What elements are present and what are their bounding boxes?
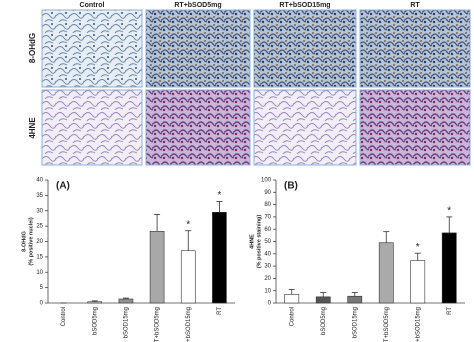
y-tick-label: 25	[36, 224, 43, 230]
image	[41, 9, 143, 88]
x-tick-label: bSOD5mg	[92, 307, 98, 335]
y-tick-label: 5	[40, 285, 44, 291]
image	[145, 89, 251, 166]
image-panels: Control RT+bSOD5mg RT+bSOD15mg RT 8-OHdG…	[28, 2, 471, 166]
y-tick-label: 30	[264, 264, 271, 270]
y-tick-label: 0	[268, 301, 272, 307]
y-tick-label: 50	[264, 239, 271, 245]
y-tick-label: 100	[261, 178, 272, 184]
significance-mark: *	[186, 219, 190, 230]
y-tick-label: 35	[36, 193, 43, 199]
row-label: 8-OHdG	[28, 33, 37, 63]
y-tick-label: 10	[36, 270, 43, 276]
bar	[149, 231, 165, 304]
bar	[441, 232, 457, 304]
row-label: 4HNE	[28, 117, 37, 139]
significance-mark: *	[416, 242, 420, 253]
y-tick-label: 30	[36, 208, 43, 214]
y-tick-label: 90	[264, 190, 271, 196]
bar	[87, 301, 103, 304]
image	[359, 89, 471, 166]
bar	[284, 294, 300, 304]
y-tick-label: 15	[36, 254, 43, 260]
x-tick-label: bSOD15mg	[352, 307, 358, 338]
y-tick-label: 60	[264, 227, 271, 233]
x-tick-label: Control	[289, 307, 295, 326]
image	[253, 9, 357, 88]
column-header: RT	[410, 2, 420, 9]
bar	[410, 260, 426, 304]
bar	[180, 250, 196, 304]
bar	[347, 295, 363, 304]
x-tick-label: RT	[217, 307, 223, 315]
y-axis-label: (% positive nuclei)	[28, 217, 34, 265]
image	[145, 9, 251, 88]
significance-mark: *	[447, 206, 451, 217]
image	[253, 89, 357, 166]
x-tick-label: RT+bSOD15mg	[415, 307, 421, 342]
x-tick-label: RT+bSOD5mg	[384, 307, 390, 342]
significance-mark: *	[217, 190, 221, 201]
y-axis-label: (% positive staining)	[256, 215, 262, 269]
y-tick-label: 0	[40, 301, 44, 307]
y-tick-label: 10	[264, 288, 271, 294]
bar	[118, 298, 134, 304]
y-tick-label: 40	[36, 178, 43, 184]
image	[359, 9, 471, 88]
bar	[378, 242, 394, 304]
column-header: Control	[80, 2, 105, 9]
x-tick-label: RT+bSOD15mg	[186, 307, 192, 342]
x-tick-label: RT+bSOD5mg	[155, 307, 161, 342]
y-tick-label: 40	[264, 251, 271, 257]
y-tick-label: 20	[36, 239, 43, 245]
x-tick-label: bSOD5mg	[321, 307, 327, 335]
column-header: RT+bSOD15mg	[279, 2, 330, 9]
bar	[315, 296, 331, 304]
chart-title: (A)	[56, 181, 70, 192]
chart-title: (B)	[284, 181, 298, 192]
y-axis-label: 8-OHdG	[21, 231, 27, 252]
column-header: RT+bSOD5mg	[174, 2, 221, 9]
bar	[212, 211, 227, 304]
y-tick-label: 20	[264, 276, 271, 282]
y-tick-label: 80	[264, 202, 271, 208]
y-tick-label: 70	[264, 214, 271, 220]
y-axis-label: 4HNE	[249, 234, 255, 249]
image	[41, 89, 143, 166]
x-tick-label: RT	[447, 307, 453, 315]
x-tick-label: Control	[61, 307, 67, 326]
x-tick-label: bSOD15mg	[123, 307, 129, 338]
